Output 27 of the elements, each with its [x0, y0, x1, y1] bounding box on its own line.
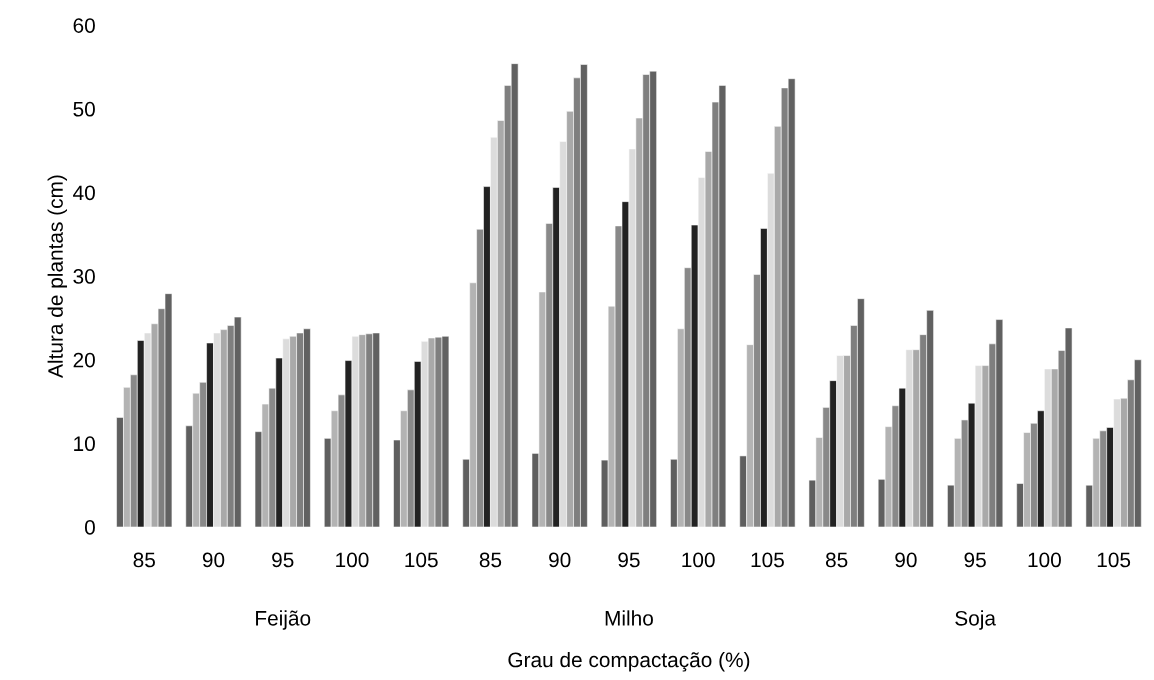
x-tick-label: 90: [202, 552, 225, 568]
x-tick-label: 100: [1028, 552, 1061, 568]
x-tick-label: 105: [405, 552, 438, 568]
x-tick-label: 95: [618, 552, 640, 568]
x-tick-label: 90: [895, 552, 917, 568]
x-tick-label: 90: [549, 552, 571, 568]
x-tick-label: 95: [964, 552, 986, 568]
y-tick-label: 0: [84, 520, 95, 535]
y-tick-label: 20: [73, 352, 95, 368]
x-tick-label: 85: [133, 552, 155, 568]
x-tick-label: 85: [479, 552, 502, 568]
x-tick-label: 100: [682, 552, 715, 568]
text: Soja: [955, 610, 996, 630]
x-tick-label: 105: [1097, 552, 1131, 568]
y-tick-label: 40: [73, 185, 95, 201]
x-axis-title: Grau de compactação (%): [508, 651, 750, 672]
y-tick-label: 30: [73, 269, 95, 284]
text: Feijão: [256, 610, 311, 630]
text: Milho: [605, 610, 653, 626]
y-tick-label: 60: [73, 18, 95, 33]
x-tick-label: 85: [825, 552, 848, 568]
x-tick-label: 95: [272, 552, 294, 568]
x-tick-label: 105: [751, 552, 784, 568]
y-tick-label: 50: [73, 101, 95, 117]
x-tick-label: 100: [336, 552, 369, 568]
y-axis-title: Altura de plantas (cm): [47, 175, 68, 378]
y-tick-label: 10: [74, 436, 95, 452]
